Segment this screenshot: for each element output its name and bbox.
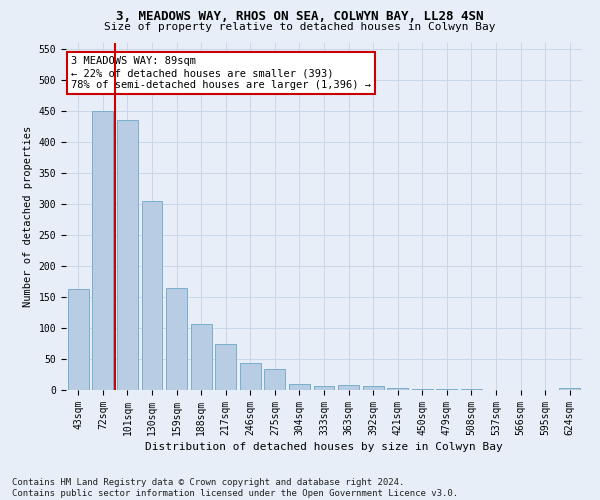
Bar bbox=[117, 120, 138, 390]
Bar bbox=[289, 384, 310, 390]
Bar bbox=[68, 289, 89, 390]
Bar bbox=[166, 288, 187, 390]
Text: 3 MEADOWS WAY: 89sqm
← 22% of detached houses are smaller (393)
78% of semi-deta: 3 MEADOWS WAY: 89sqm ← 22% of detached h… bbox=[71, 56, 371, 90]
Text: Contains HM Land Registry data © Crown copyright and database right 2024.
Contai: Contains HM Land Registry data © Crown c… bbox=[12, 478, 458, 498]
Y-axis label: Number of detached properties: Number of detached properties bbox=[23, 126, 33, 307]
Text: 3, MEADOWS WAY, RHOS ON SEA, COLWYN BAY, LL28 4SN: 3, MEADOWS WAY, RHOS ON SEA, COLWYN BAY,… bbox=[116, 10, 484, 23]
Bar bbox=[412, 389, 433, 390]
Bar bbox=[142, 200, 163, 390]
Bar bbox=[338, 385, 359, 390]
Bar bbox=[215, 344, 236, 390]
Bar bbox=[362, 386, 383, 390]
Bar bbox=[240, 362, 261, 390]
Bar bbox=[92, 111, 113, 390]
Bar bbox=[191, 324, 212, 390]
Text: Size of property relative to detached houses in Colwyn Bay: Size of property relative to detached ho… bbox=[104, 22, 496, 32]
X-axis label: Distribution of detached houses by size in Colwyn Bay: Distribution of detached houses by size … bbox=[145, 442, 503, 452]
Bar bbox=[314, 386, 334, 390]
Bar bbox=[265, 369, 286, 390]
Bar bbox=[559, 388, 580, 390]
Bar bbox=[387, 388, 408, 390]
